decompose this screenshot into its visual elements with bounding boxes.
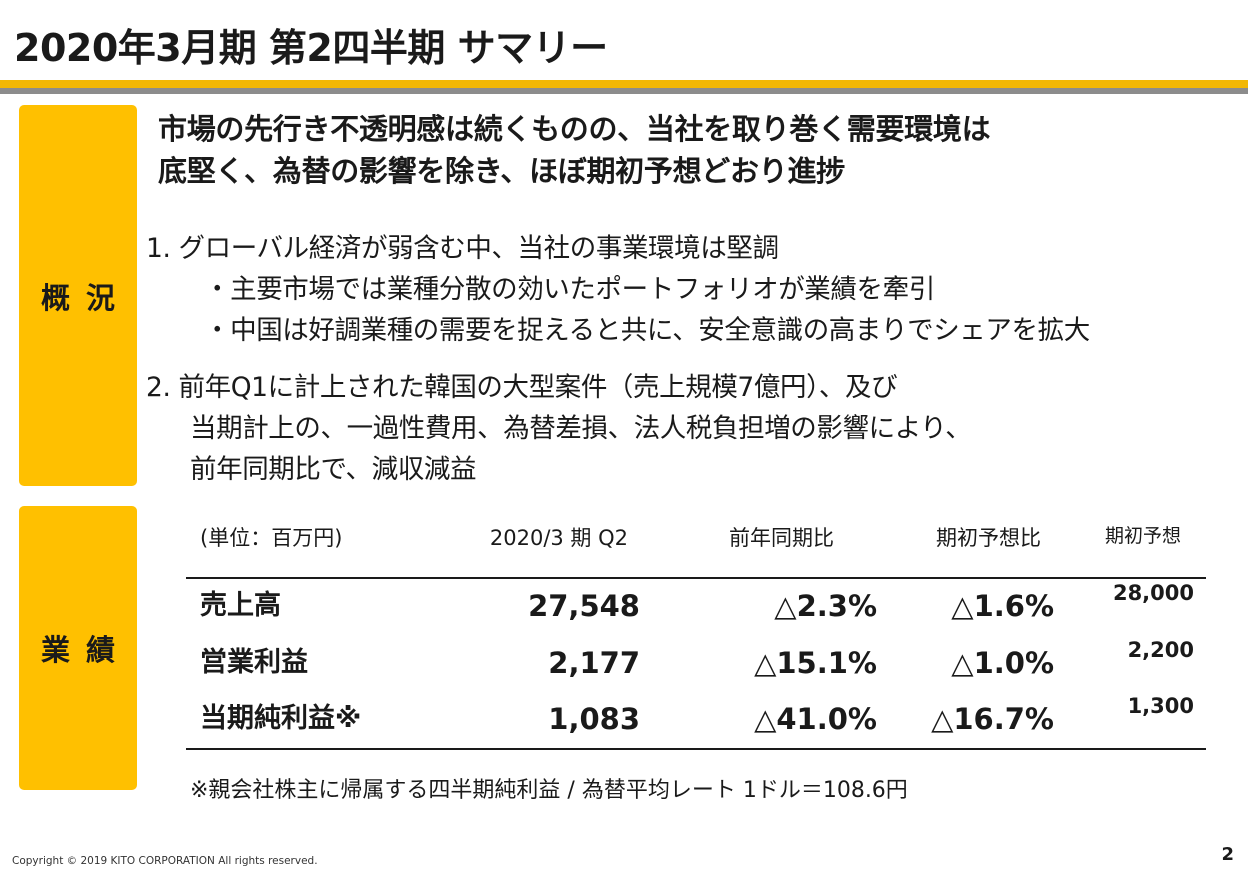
header-yoy: 前年同期比	[729, 526, 834, 550]
point-2-line-2: 当期計上の、一過性費用、為替差損、法人税負担増の影響により、	[190, 413, 972, 444]
row-yoy: △15.1%	[754, 646, 877, 680]
row-vs-plan: △1.6%	[951, 589, 1054, 623]
point-2-line-3: 前年同期比で、減収減益	[190, 454, 477, 485]
headline-line-2: 底堅く、為替の影響を除き、ほぼ期初予想どおり進捗	[158, 154, 845, 188]
row-initial-forecast: 1,300	[1127, 694, 1194, 718]
header-period: 2020/3 期 Q2	[489, 526, 628, 550]
row-value: 2,177	[548, 646, 640, 680]
point-2-line-1: 2. 前年Q1に計上された韓国の大型案件（売上規模7億円）、及び	[146, 372, 898, 403]
row-initial-forecast: 28,000	[1112, 581, 1194, 605]
row-label: 当期純利益※	[200, 703, 362, 734]
row-vs-plan: △1.0%	[951, 646, 1054, 680]
row-label: 売上高	[200, 590, 281, 621]
row-initial-forecast: 2,200	[1127, 638, 1194, 662]
title-underline	[0, 80, 1248, 88]
row-value: 1,083	[548, 702, 640, 736]
table-top-rule	[186, 577, 1206, 579]
table-row-net-income: 当期純利益※ 1,083 △41.0% △16.7% 1,300	[0, 691, 1248, 747]
page-number: 2	[1221, 844, 1234, 865]
point-1-text: 1. グローバル経済が弱含む中、当社の事業環境は堅調	[146, 233, 779, 264]
row-value: 27,548	[528, 589, 640, 623]
row-vs-plan: △16.7%	[931, 702, 1054, 736]
header-initial-forecast: 期初予想	[1104, 525, 1181, 547]
table-row-operating-income: 営業利益 2,177 △15.1% △1.0% 2,200	[0, 635, 1248, 691]
row-yoy: △2.3%	[774, 589, 877, 623]
overview-headline: 市場の先行き不透明感は続くものの、当社を取り巻く需要環境は 底堅く、為替の影響を…	[158, 108, 1228, 192]
row-yoy: △41.0%	[754, 702, 877, 736]
results-section-tab: 業績	[19, 506, 137, 790]
table-row-sales: 売上高 27,548 △2.3% △1.6% 28,000	[0, 578, 1248, 634]
headline-line-1: 市場の先行き不透明感は続くものの、当社を取り巻く需要環境は	[158, 112, 991, 146]
results-footnote: ※親会社株主に帰属する四半期純利益 / 為替平均レート 1ドル＝108.6円	[190, 778, 908, 803]
point-1-bullet-2: ・中国は好調業種の需要を捉えると共に、安全意識の高まりでシェアを拡大	[204, 315, 1090, 346]
results-label: 業績	[40, 633, 131, 667]
title-underline-shadow	[0, 88, 1248, 94]
row-label: 営業利益	[200, 647, 308, 678]
overview-label: 概況	[40, 280, 131, 315]
copyright-notice: Copyright © 2019 KITO CORPORATION All ri…	[12, 855, 318, 867]
page-title: 2020年3月期 第2四半期 サマリー	[14, 26, 608, 70]
table-bottom-rule	[186, 748, 1206, 750]
overview-section-tab: 概況	[19, 105, 137, 486]
header-unit: (単位：百万円)	[200, 526, 343, 550]
point-1-bullet-1: ・主要市場では業種分散の効いたポートフォリオが業績を牽引	[204, 274, 935, 305]
header-vs-plan: 期初予想比	[936, 526, 1041, 550]
